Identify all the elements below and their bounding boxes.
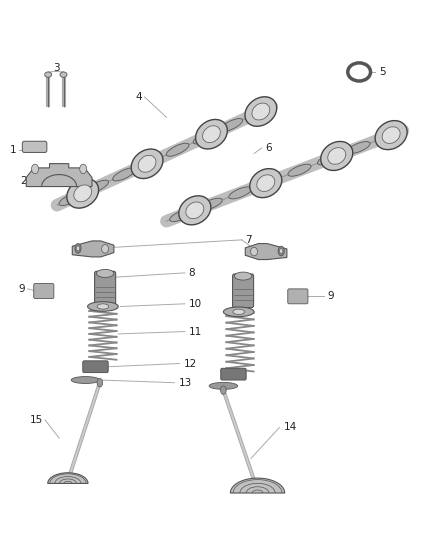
- Ellipse shape: [288, 164, 311, 176]
- Ellipse shape: [352, 67, 367, 77]
- Ellipse shape: [166, 143, 189, 156]
- Ellipse shape: [278, 246, 284, 256]
- Ellipse shape: [193, 131, 216, 144]
- Ellipse shape: [220, 386, 226, 394]
- Ellipse shape: [229, 187, 252, 199]
- Ellipse shape: [347, 142, 370, 154]
- Text: 13: 13: [179, 378, 192, 387]
- Ellipse shape: [179, 196, 211, 225]
- Ellipse shape: [86, 180, 109, 193]
- Ellipse shape: [71, 377, 99, 384]
- Ellipse shape: [45, 72, 52, 77]
- Ellipse shape: [234, 272, 252, 280]
- Ellipse shape: [102, 245, 109, 253]
- Text: 2: 2: [21, 176, 27, 186]
- Ellipse shape: [76, 246, 80, 251]
- Ellipse shape: [258, 175, 282, 188]
- Ellipse shape: [32, 164, 39, 174]
- Text: 15: 15: [30, 415, 43, 425]
- Ellipse shape: [74, 185, 92, 202]
- Text: 9: 9: [19, 284, 25, 294]
- Ellipse shape: [223, 307, 254, 317]
- Ellipse shape: [60, 72, 67, 77]
- Ellipse shape: [96, 270, 114, 278]
- Ellipse shape: [245, 97, 277, 126]
- Ellipse shape: [257, 175, 275, 191]
- Ellipse shape: [97, 378, 102, 387]
- Ellipse shape: [139, 156, 162, 168]
- Ellipse shape: [321, 141, 353, 171]
- Ellipse shape: [202, 126, 220, 143]
- Text: 3: 3: [53, 63, 60, 73]
- Text: 14: 14: [284, 423, 297, 432]
- Ellipse shape: [247, 106, 269, 119]
- Ellipse shape: [113, 168, 135, 181]
- Ellipse shape: [328, 148, 346, 164]
- Ellipse shape: [170, 209, 193, 222]
- Ellipse shape: [209, 383, 237, 389]
- Ellipse shape: [67, 179, 99, 208]
- Text: 9: 9: [328, 291, 334, 301]
- Ellipse shape: [382, 127, 400, 143]
- FancyBboxPatch shape: [34, 284, 54, 298]
- Text: 8: 8: [188, 268, 195, 278]
- Text: 1: 1: [10, 146, 17, 155]
- Text: 10: 10: [189, 299, 202, 309]
- FancyBboxPatch shape: [288, 289, 308, 304]
- Ellipse shape: [131, 149, 163, 179]
- Polygon shape: [245, 244, 287, 260]
- Ellipse shape: [279, 248, 283, 254]
- Polygon shape: [48, 473, 88, 483]
- Ellipse shape: [186, 202, 204, 219]
- Ellipse shape: [97, 304, 109, 309]
- FancyBboxPatch shape: [83, 361, 108, 373]
- Ellipse shape: [75, 244, 81, 253]
- Ellipse shape: [59, 192, 82, 206]
- Text: 4: 4: [136, 92, 142, 102]
- Text: 7: 7: [245, 235, 252, 245]
- Ellipse shape: [251, 247, 258, 256]
- Polygon shape: [230, 478, 285, 493]
- Ellipse shape: [318, 153, 341, 165]
- Text: 12: 12: [184, 359, 197, 368]
- FancyBboxPatch shape: [233, 274, 254, 308]
- FancyBboxPatch shape: [221, 368, 246, 380]
- Polygon shape: [72, 241, 114, 257]
- FancyBboxPatch shape: [22, 141, 47, 152]
- FancyBboxPatch shape: [95, 271, 116, 305]
- Text: 6: 6: [265, 143, 272, 153]
- Ellipse shape: [377, 130, 400, 142]
- Text: 5: 5: [379, 67, 385, 77]
- Ellipse shape: [88, 302, 118, 311]
- Text: 11: 11: [189, 327, 202, 336]
- Polygon shape: [26, 164, 92, 187]
- Ellipse shape: [233, 309, 244, 314]
- Ellipse shape: [80, 164, 87, 174]
- Ellipse shape: [375, 120, 407, 150]
- Ellipse shape: [250, 168, 282, 198]
- Ellipse shape: [199, 198, 223, 210]
- Ellipse shape: [252, 103, 270, 120]
- Ellipse shape: [220, 118, 243, 132]
- Ellipse shape: [196, 119, 227, 149]
- Ellipse shape: [138, 155, 156, 172]
